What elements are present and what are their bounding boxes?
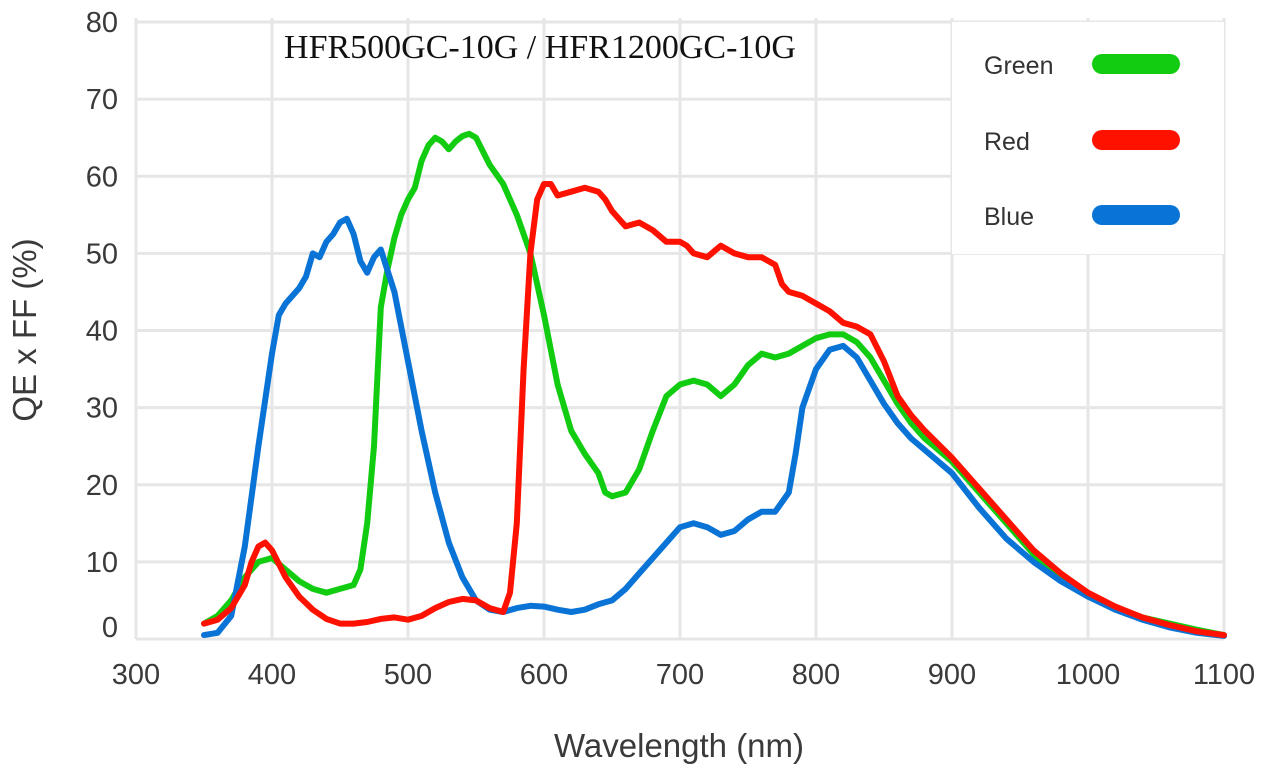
series-lines <box>201 130 1227 639</box>
series-line-blue <box>201 215 1227 639</box>
x-tick-label: 800 <box>792 659 840 691</box>
x-tick-label: 600 <box>520 659 568 691</box>
y-tick-label: 50 <box>86 238 118 270</box>
x-tick-label: 700 <box>656 659 704 691</box>
chart-title: HFR500GC-10G / HFR1200GC-10G <box>284 29 796 66</box>
x-axis-label: Wavelength (nm) <box>554 727 804 764</box>
y-tick-label: 0 <box>102 612 118 644</box>
legend-label-blue: Blue <box>984 203 1034 231</box>
x-tick-label: 300 <box>112 659 160 691</box>
y-tick-label: 80 <box>86 7 118 39</box>
y-tick-label: 60 <box>86 161 118 193</box>
series-line-green <box>201 130 1227 639</box>
x-tick-label: 1000 <box>1056 659 1121 691</box>
legend-label-red: Red <box>984 128 1030 156</box>
x-tick-label: 1100 <box>1193 659 1255 691</box>
y-tick-label: 30 <box>86 393 118 425</box>
y-tick-label: 10 <box>86 547 118 579</box>
x-tick-label: 900 <box>928 659 976 691</box>
y-tick-label: 40 <box>86 316 118 348</box>
tick-labels: 300 400 500 600 700 800 900 1000 1100 0 10 20 30 40 50… <box>86 7 1255 691</box>
legend: Green Red Blue <box>952 22 1224 254</box>
y-tick-label: 70 <box>86 84 118 116</box>
x-tick-label: 400 <box>248 659 296 691</box>
grid <box>134 18 1226 641</box>
series-line-red <box>201 181 1227 639</box>
y-tick-label: 20 <box>86 470 118 502</box>
legend-label-green: Green <box>984 52 1053 80</box>
x-tick-label: 500 <box>384 659 432 691</box>
y-axis-label: QE x FF (%) <box>6 238 43 421</box>
